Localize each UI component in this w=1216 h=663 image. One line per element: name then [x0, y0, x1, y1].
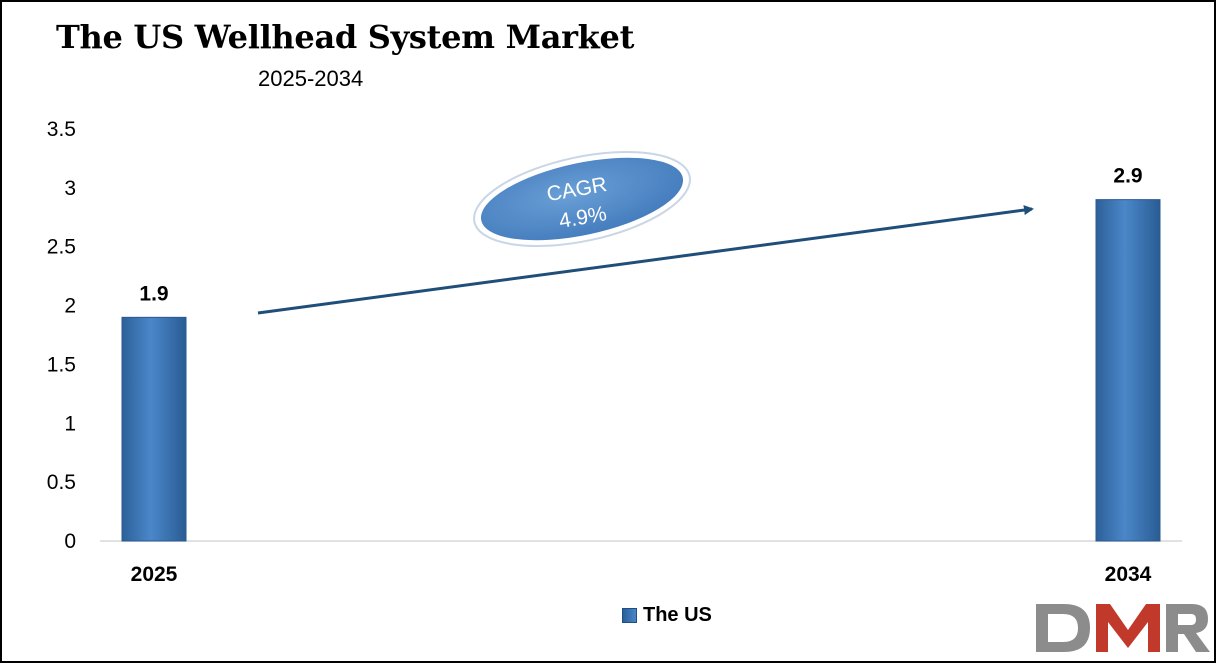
y-tick-label: 0.5	[47, 471, 76, 494]
y-tick-label: 1.5	[47, 353, 76, 376]
data-label: 2.9	[1113, 165, 1142, 188]
legend-swatch	[622, 608, 637, 623]
y-axis-ticks: 0 0.5 1 1.5 2 2.5 3 3.5	[47, 118, 76, 553]
dmr-logo	[1036, 604, 1210, 652]
y-tick-label: 1	[64, 412, 76, 435]
cagr-arrow	[257, 205, 1034, 315]
x-category-label: 2034	[1105, 563, 1152, 586]
chart-title: The US Wellhead System Market	[56, 18, 635, 56]
y-tick-label: 2	[64, 295, 76, 318]
y-tick-label: 0	[64, 530, 76, 553]
x-category-label: 2025	[131, 563, 178, 586]
x-axis-categories: 2025 2034	[131, 563, 1152, 586]
bar	[121, 316, 187, 542]
legend: The US	[622, 604, 712, 627]
y-tick-label: 3	[64, 177, 76, 200]
bar	[1095, 199, 1161, 542]
data-label: 1.9	[139, 282, 168, 305]
legend-label: The US	[643, 604, 712, 626]
y-tick-label: 3.5	[47, 118, 76, 141]
chart-subtitle: 2025-2034	[258, 66, 364, 91]
y-tick-label: 2.5	[47, 236, 76, 259]
cagr-badge: CAGR 4.9%	[473, 150, 691, 248]
bar-series: 1.9 2.9	[121, 165, 1161, 542]
